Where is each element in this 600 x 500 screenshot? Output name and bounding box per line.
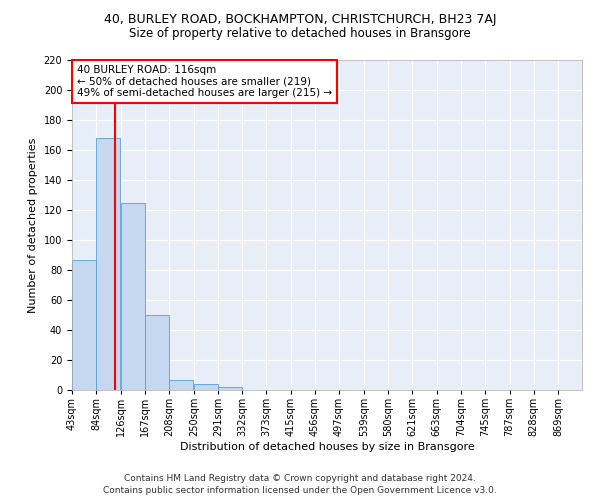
Bar [218,387,242,390]
Bar [72,260,96,390]
Text: Contains HM Land Registry data © Crown copyright and database right 2024.
Contai: Contains HM Land Registry data © Crown c… [103,474,497,495]
Y-axis label: Number of detached properties: Number of detached properties [28,138,38,312]
Text: Size of property relative to detached houses in Bransgore: Size of property relative to detached ho… [129,28,471,40]
Bar [169,380,193,390]
Bar [96,138,120,390]
Bar [194,384,218,390]
Bar [145,315,169,390]
Text: 40 BURLEY ROAD: 116sqm
← 50% of detached houses are smaller (219)
49% of semi-de: 40 BURLEY ROAD: 116sqm ← 50% of detached… [77,65,332,98]
Text: 40, BURLEY ROAD, BOCKHAMPTON, CHRISTCHURCH, BH23 7AJ: 40, BURLEY ROAD, BOCKHAMPTON, CHRISTCHUR… [104,12,496,26]
X-axis label: Distribution of detached houses by size in Bransgore: Distribution of detached houses by size … [179,442,475,452]
Bar [121,202,145,390]
